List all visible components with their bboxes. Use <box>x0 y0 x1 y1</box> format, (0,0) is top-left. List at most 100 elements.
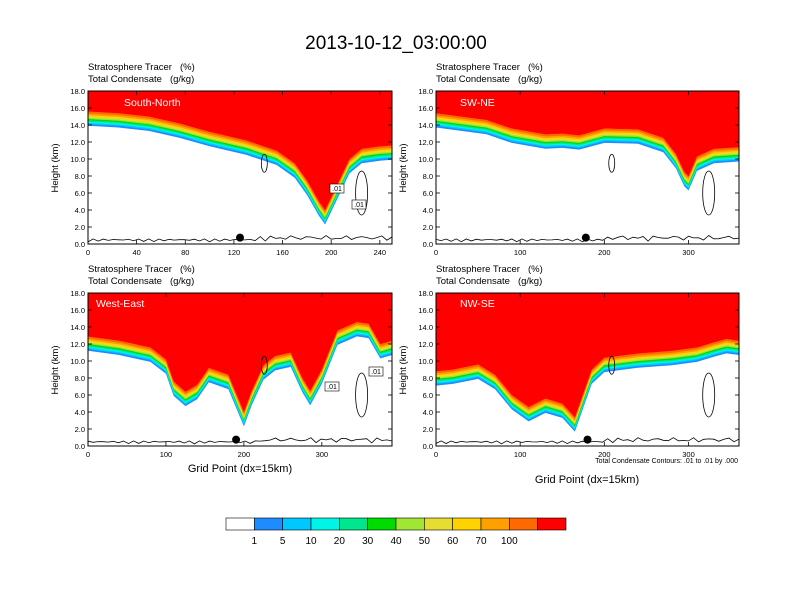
y-tick-label: 10.0 <box>418 155 433 164</box>
colorbar-label: 40 <box>390 536 402 547</box>
location-marker <box>232 435 241 444</box>
y-tick-label: 6.0 <box>75 189 85 198</box>
x-tick-label: 200 <box>238 450 251 459</box>
panel-ticks: 0.0 2.0 4.0 6.0 8.0 10.0 12.0 14.0 16.0 18.0 0 100 2… <box>418 289 739 459</box>
y-tick-label: 8.0 <box>75 172 85 181</box>
x-tick-label: 0 <box>86 450 90 459</box>
figure-title: 2013-10-12_03:00:00 <box>305 33 487 54</box>
y-tick-label: 4.0 <box>423 206 433 215</box>
y-tick-label: 14.0 <box>70 323 85 332</box>
colorbar-swatch <box>424 517 453 531</box>
y-tick-label: 14.0 <box>70 121 85 130</box>
colorbar-swatch <box>310 517 340 531</box>
colorbar-swatch <box>537 517 567 531</box>
colorbar-label: 5 <box>280 536 286 547</box>
colorbar-swatch <box>395 517 425 531</box>
tracer-core <box>436 91 739 176</box>
x-tick-label: 40 <box>132 248 140 257</box>
panel-sw-ne: Stratosphere Tracer (%) Total Condensate(… <box>398 62 740 257</box>
colorbar-swatch <box>282 517 312 531</box>
contour-footnote: Total Condensate Contours: .01 to .01 by… <box>595 458 738 465</box>
location-marker <box>236 233 244 242</box>
condensate-contour <box>260 355 268 375</box>
panel-header-condensate: Total Condensate (g/kg) <box>436 276 542 287</box>
panel-label: South-North <box>124 97 181 109</box>
y-tick-label: 4.0 <box>423 408 433 417</box>
tracer-core <box>436 293 739 418</box>
panel-header-tracer: Stratosphere Tracer (%) <box>436 62 543 73</box>
y-tick-label: 16.0 <box>418 306 433 315</box>
condensate-contour <box>608 153 616 173</box>
y-tick-label: 2.0 <box>75 223 85 232</box>
x-tick-label: 0 <box>434 248 438 257</box>
y-tick-label: 6.0 <box>423 391 433 400</box>
colorbar-swatch <box>339 517 368 531</box>
colorbar-label: 70 <box>475 536 487 547</box>
contour-label-box <box>351 199 367 210</box>
colorbar-label: 60 <box>447 536 459 547</box>
x-tick-label: 0 <box>434 450 438 459</box>
colorbar-swatch <box>367 517 397 531</box>
y-tick-label: 18.0 <box>70 289 85 298</box>
condensate-contour <box>355 170 369 216</box>
y-tick-label: 4.0 <box>75 408 85 417</box>
x-tick-label: 200 <box>598 248 611 257</box>
y-axis-label: Height (km) <box>50 143 61 192</box>
y-axis-label: Height (km) <box>398 143 409 192</box>
x-tick-label: 100 <box>160 450 173 459</box>
panel-ticks: 0.0 2.0 4.0 6.0 8.0 10.0 12.0 14.0 16.0 18.0 0 100 2… <box>70 289 392 459</box>
contour-label-box <box>324 381 340 392</box>
panel-plot-area <box>436 293 739 445</box>
x-tick-label: 0 <box>86 248 90 257</box>
x-tick-label: 120 <box>228 248 241 257</box>
y-axis-label: Height (km) <box>50 345 61 394</box>
colorbar-label: 30 <box>362 536 374 547</box>
x-tick-label: 80 <box>181 248 189 257</box>
condensate-contour <box>702 170 716 216</box>
panel-ticks: 0.0 2.0 4.0 6.0 8.0 10.0 12.0 14.0 16.0 18.0 0 40 80… <box>70 87 392 257</box>
x-axis-label: Grid Point (dx=15km) <box>188 463 292 475</box>
y-tick-label: 0.0 <box>75 442 85 451</box>
y-tick-label: 2.0 <box>423 223 433 232</box>
y-tick-label: 10.0 <box>70 155 85 164</box>
y-tick-label: 12.0 <box>70 340 85 349</box>
y-tick-label: 8.0 <box>75 374 85 383</box>
y-tick-label: 8.0 <box>423 172 433 181</box>
colorbar-swatch <box>480 517 510 531</box>
y-tick-label: 0.0 <box>75 240 85 249</box>
colorbar-swatch <box>452 517 482 531</box>
y-tick-label: 16.0 <box>418 104 433 113</box>
panel-south-north: Stratosphere Tracer (%) Total Condensate(… <box>50 62 393 257</box>
panel-ticks: 0.0 2.0 4.0 6.0 8.0 10.0 12.0 14.0 16.0 18.0 0 100 2… <box>418 87 739 257</box>
panel-frame <box>87 292 393 447</box>
y-tick-label: 18.0 <box>418 87 433 96</box>
y-tick-label: 2.0 <box>75 425 85 434</box>
panel-frame <box>435 90 740 245</box>
colorbar: 1 5 10 20 30 40 50 60 70 100 <box>225 517 567 547</box>
x-tick-label: 100 <box>514 248 527 257</box>
contour-label: .01 <box>332 186 342 193</box>
x-tick-label: 300 <box>316 450 329 459</box>
contour-label-box <box>368 366 384 377</box>
y-tick-label: 4.0 <box>75 206 85 215</box>
panel-header-condensate: Total Condensate (g/kg) <box>436 74 542 85</box>
terrain-contour <box>88 437 392 445</box>
tracer-core <box>88 293 392 412</box>
x-tick-label: 240 <box>374 248 387 257</box>
contour-label: .01 <box>327 384 337 391</box>
x-tick-label: 200 <box>325 248 338 257</box>
panel-plot-area <box>88 91 392 243</box>
y-tick-label: 6.0 <box>75 391 85 400</box>
panel-label: NW-SE <box>460 298 495 310</box>
panel-nw-se: Stratosphere Tracer (%) Total Condensate(… <box>398 264 740 486</box>
panel-plot-area <box>436 91 739 243</box>
panel-label: SW-NE <box>460 97 495 109</box>
condensate-contour <box>702 372 716 418</box>
x-tick-label: 200 <box>598 450 611 459</box>
tracer-core <box>88 91 392 210</box>
x-axis-label: Grid Point (dx=15km) <box>535 474 639 486</box>
y-tick-label: 18.0 <box>70 87 85 96</box>
colorbar-label: 1 <box>252 536 258 547</box>
condensate-contour <box>260 153 268 173</box>
colorbar-label: 10 <box>305 536 317 547</box>
